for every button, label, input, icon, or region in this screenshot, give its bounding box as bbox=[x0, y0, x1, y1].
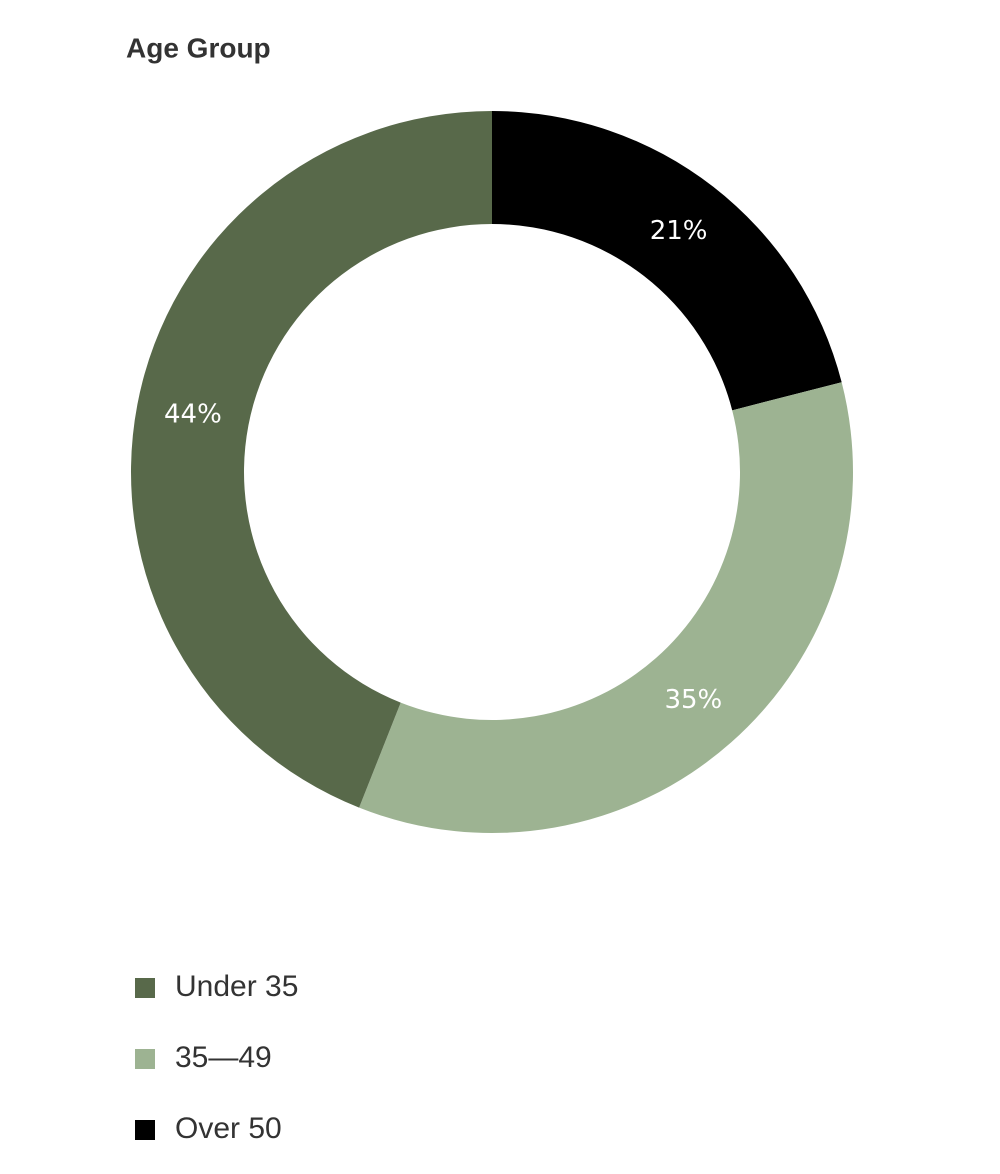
donut-segment bbox=[131, 111, 492, 808]
donut-segment bbox=[492, 111, 842, 411]
value-label: 21% bbox=[650, 216, 708, 246]
donut-segment bbox=[359, 382, 853, 833]
legend-swatch bbox=[135, 1120, 155, 1140]
legend-label: 35—49 bbox=[175, 1041, 272, 1074]
value-label: 44% bbox=[164, 399, 222, 429]
legend-label: Under 35 bbox=[175, 970, 298, 1003]
legend-swatch bbox=[135, 1049, 155, 1069]
value-label: 35% bbox=[664, 685, 722, 715]
chart-title: Age Group bbox=[126, 32, 271, 63]
legend-swatch bbox=[135, 978, 155, 998]
legend-label: Over 50 bbox=[175, 1112, 282, 1145]
